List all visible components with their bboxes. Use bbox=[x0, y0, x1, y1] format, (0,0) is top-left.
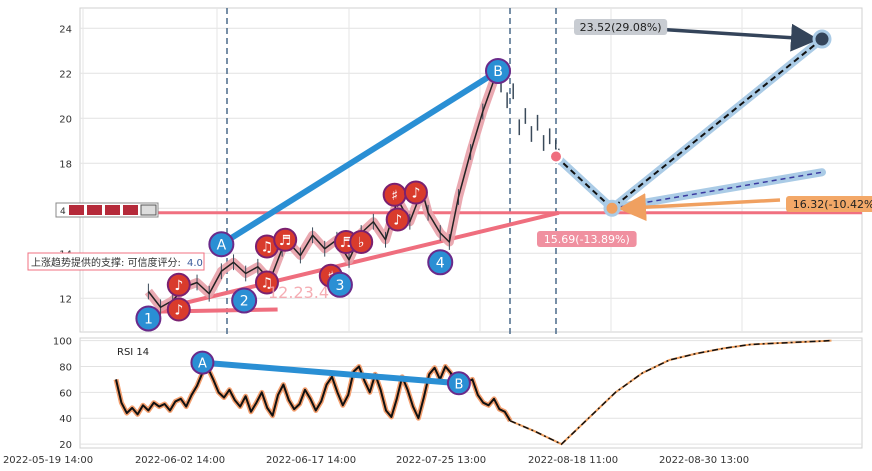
target-up-label-bg bbox=[574, 19, 668, 35]
support-value-label-bg bbox=[537, 231, 637, 247]
wave-label-text: 4 bbox=[436, 255, 445, 271]
faded-price-text: 12.23.4 bbox=[268, 283, 329, 302]
projection-band-mid bbox=[608, 168, 826, 213]
signal-marker-symbol: ♬ bbox=[279, 233, 292, 249]
indicator-badge bbox=[87, 205, 102, 215]
wave-label-3 bbox=[326, 271, 353, 298]
wave-label-1 bbox=[135, 305, 162, 332]
rsi-marker-text: A bbox=[198, 357, 207, 372]
x-tick-label: 2022-06-02 14:00 bbox=[135, 455, 225, 466]
signal-marker-symbol: ♫ bbox=[261, 240, 274, 256]
rsi-ytick-label: 20 bbox=[59, 440, 72, 451]
signal-marker-symbol: ♪ bbox=[411, 186, 420, 202]
wave-ab-line bbox=[219, 68, 500, 247]
rsi-ytick-label: 40 bbox=[59, 414, 72, 425]
rsi-marker-A bbox=[190, 350, 215, 375]
signal-marker bbox=[166, 297, 191, 322]
rsi-title: RSI 14 bbox=[117, 347, 149, 358]
target-down-label-bg bbox=[786, 196, 872, 212]
price-ytick-label: 22 bbox=[59, 69, 72, 80]
price-ytick-label: 20 bbox=[59, 114, 72, 125]
indicator-badge bbox=[123, 205, 138, 215]
signal-marker bbox=[254, 270, 279, 295]
wave-label-4 bbox=[427, 249, 454, 276]
indicator-badge-count: 4 bbox=[60, 207, 66, 217]
price-plot-area bbox=[79, 7, 863, 333]
x-tick-label: 2022-06-17 14:00 bbox=[266, 455, 356, 466]
target-up-arrow bbox=[654, 23, 819, 52]
x-tick-label: 2022-07-25 13:00 bbox=[396, 455, 486, 466]
target-up-point bbox=[812, 29, 832, 49]
wave-label-B bbox=[485, 58, 511, 84]
signal-marker bbox=[385, 207, 410, 232]
support-trendline bbox=[147, 210, 560, 314]
indicator-badge bbox=[105, 205, 120, 215]
signal-marker bbox=[403, 180, 428, 205]
signal-marker-symbol: ♬ bbox=[340, 235, 353, 251]
wave-label-text: 2 bbox=[240, 294, 249, 310]
wave-label-2 bbox=[231, 287, 258, 314]
target-down-point bbox=[603, 199, 621, 217]
price-ytick-label: 24 bbox=[59, 24, 72, 35]
signal-marker-symbol: ♫ bbox=[261, 276, 274, 292]
signal-marker-symbol: ♯ bbox=[391, 188, 398, 204]
rsi-marker-text: B bbox=[454, 377, 463, 392]
signal-marker bbox=[273, 227, 298, 252]
projection-path-up bbox=[555, 38, 823, 210]
signal-marker-symbol: ♭ bbox=[358, 235, 365, 251]
rsi-ab-line bbox=[202, 359, 460, 387]
support-annotation-text: 上涨趋势提供的支撑: 可信度评分: bbox=[31, 256, 181, 269]
indicator-badge-gray bbox=[140, 204, 157, 216]
rsi-panel: 20 40 60 80 100 A B RSI 14 bbox=[53, 337, 863, 451]
rsi-projection bbox=[509, 339, 832, 446]
support-annotation-score: 4.0 bbox=[187, 258, 203, 269]
wave-label-text: 3 bbox=[335, 278, 344, 294]
rsi-ytick-label: 60 bbox=[59, 388, 72, 399]
support-value-label: 15.69(-13.89%) bbox=[544, 233, 630, 246]
price-line bbox=[147, 68, 499, 308]
wave-label-text: 1 bbox=[144, 312, 153, 328]
price-ytick-label: 18 bbox=[59, 159, 72, 170]
rsi-ytick-label: 80 bbox=[59, 362, 72, 373]
current-price-point bbox=[549, 149, 563, 164]
x-tick-label: 2022-08-30 13:00 bbox=[659, 455, 749, 466]
signal-marker-symbol: ♪ bbox=[174, 278, 183, 294]
wave-label-text: B bbox=[493, 64, 503, 80]
indicator-badge bbox=[69, 205, 84, 215]
rsi-line bbox=[115, 365, 512, 422]
signal-marker bbox=[349, 230, 374, 254]
rsi-ytick-label: 100 bbox=[53, 337, 72, 348]
signal-marker-symbol: ♪ bbox=[393, 213, 402, 229]
signal-marker-symbol: ♪ bbox=[174, 303, 183, 319]
target-down-arrow bbox=[618, 193, 781, 222]
wave-label-A bbox=[208, 231, 235, 258]
price-ytick-label: 12 bbox=[59, 294, 72, 305]
target-down-label: 16.32(-10.42%) bbox=[793, 198, 872, 211]
x-tick-label: 2022-05-19 14:00 bbox=[3, 455, 93, 466]
signal-marker bbox=[166, 272, 191, 297]
x-tick-label: 2022-08-18 11:00 bbox=[528, 455, 618, 466]
target-up-label: 23.52(29.08%) bbox=[580, 21, 662, 34]
wave-label-text: A bbox=[217, 237, 227, 253]
rsi-marker-B bbox=[446, 371, 471, 396]
support-annotation-box bbox=[27, 252, 205, 271]
